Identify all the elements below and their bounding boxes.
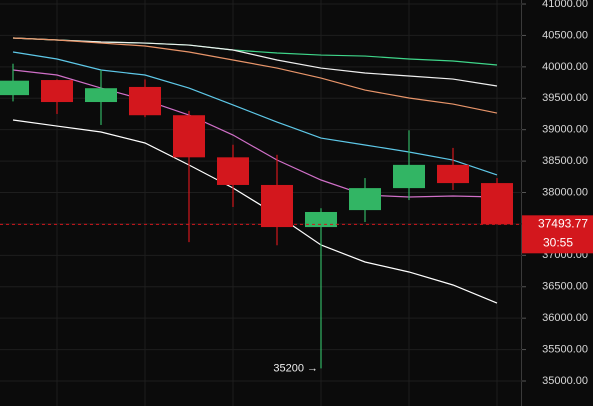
y-tick-label: 38500.00 [542, 155, 588, 167]
y-tick-label: 36500.00 [542, 281, 588, 293]
candle-body [261, 184, 293, 228]
y-tick-label: 41000.00 [542, 0, 588, 10]
candle-body [173, 115, 205, 158]
countdown: 30:55 [543, 235, 573, 249]
ma-line [12, 119, 498, 304]
candle-body [0, 80, 29, 96]
candle-body [393, 164, 425, 189]
candle-body [437, 164, 469, 184]
candle-body [349, 188, 381, 211]
ma-line [12, 69, 498, 198]
low-annotation: 35200 → [273, 362, 318, 374]
y-tick-label: 39000.00 [542, 124, 588, 136]
price-label: 37493.77 [538, 216, 588, 230]
ma-line [12, 37, 498, 87]
candle-body [217, 157, 249, 185]
y-tick-label: 38000.00 [542, 186, 588, 198]
y-tick-label: 40000.00 [542, 61, 588, 73]
candle-body [305, 211, 337, 228]
candle-body [129, 86, 161, 116]
price-box [522, 215, 593, 254]
candle-body [41, 80, 73, 103]
y-tick-label: 35500.00 [542, 343, 588, 355]
candle-body [85, 88, 117, 103]
y-tick-label: 40500.00 [542, 29, 588, 41]
y-tick-label: 36000.00 [542, 312, 588, 324]
y-tick-label: 35000.00 [542, 375, 588, 387]
y-tick-label: 39500.00 [542, 92, 588, 104]
ma-line [12, 51, 498, 176]
candle-body [481, 183, 513, 225]
ma-line [12, 37, 498, 114]
